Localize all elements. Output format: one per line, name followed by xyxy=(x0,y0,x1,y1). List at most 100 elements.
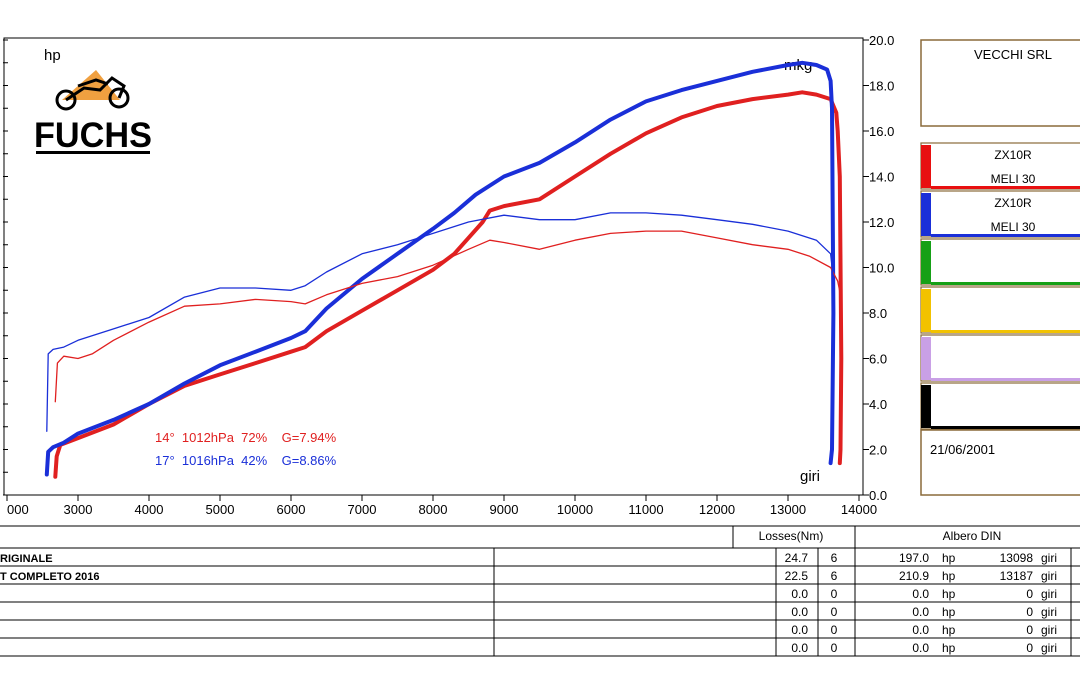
motorcycle-icon xyxy=(55,76,130,111)
legend-swatch-bar xyxy=(931,426,1080,429)
legend-entry-box xyxy=(920,286,1080,334)
row-count: 0 xyxy=(831,587,838,601)
conditions-red: 14° 1012hPa 72% G=7.94% xyxy=(155,430,337,445)
legend-entry-model: ZX10R xyxy=(994,148,1032,162)
row-rpm-unit: giri xyxy=(1041,641,1057,655)
row-rpm-unit: giri xyxy=(1041,623,1057,637)
y-right-tick-label: 0.0 xyxy=(869,488,887,503)
x-tick-label: 10000 xyxy=(557,502,593,517)
row-hp-unit: hp xyxy=(942,641,956,655)
row-hp: 210.9 xyxy=(899,569,929,583)
legend-entry-note: MELI 30 xyxy=(991,172,1036,186)
legend-swatch xyxy=(921,337,931,380)
legend-swatch xyxy=(921,241,931,284)
legend-swatch-bar xyxy=(931,186,1080,189)
legend-date-box xyxy=(920,429,1080,496)
y-right-tick-label: 8.0 xyxy=(869,306,887,321)
legend-swatch-bar xyxy=(931,330,1080,333)
row-rpm-unit: giri xyxy=(1041,569,1057,583)
row-rpm: 0 xyxy=(1026,587,1033,601)
series-power-red xyxy=(53,90,844,479)
legend-swatch xyxy=(921,193,931,236)
row-count: 0 xyxy=(831,623,838,637)
x-axis: 000 3000 4000 5000 6000 7000 8000 9000 10000 1100… xyxy=(6,495,877,517)
row-name: RIGINALE xyxy=(0,553,53,565)
x-tick-label: 12000 xyxy=(699,502,735,517)
x-tick-label: 14000 xyxy=(841,502,877,517)
row-rpm-unit: giri xyxy=(1041,587,1057,601)
row-count: 0 xyxy=(831,641,838,655)
legend-entry-model: ZX10R xyxy=(994,196,1032,210)
legend-entries: ZX10R MELI 30 ZX10R MELI 30 xyxy=(920,142,1080,430)
legend-swatch xyxy=(921,145,931,188)
row-rpm: 0 xyxy=(1026,623,1033,637)
row-count: 6 xyxy=(831,551,838,565)
x-tick-label: 000 xyxy=(7,502,29,517)
fuchs-logo: FUCHS xyxy=(34,70,152,155)
y-right-tick-label: 10.0 xyxy=(869,261,894,276)
series-layer xyxy=(44,60,844,479)
legend-swatch xyxy=(921,289,931,332)
legend-entry-box xyxy=(920,382,1080,430)
y-axis-right: 0.0 2.0 4.0 6.0 8.0 10.0 12.0 14.0 16.0 18.0 20.0 xyxy=(862,33,894,503)
row-hp: 197.0 xyxy=(899,551,929,565)
legend-header-box xyxy=(920,39,1080,127)
legend-entry-note: MELI 30 xyxy=(991,220,1036,234)
row-hp: 0.0 xyxy=(912,605,929,619)
legend-date: 21/06/2001 xyxy=(930,442,995,457)
row-name: T COMPLETO 2016 xyxy=(0,571,99,583)
row-rpm-unit: giri xyxy=(1041,551,1057,565)
legend-swatch-bar xyxy=(931,234,1080,237)
x-tick-label: 13000 xyxy=(770,502,806,517)
row-hp-unit: hp xyxy=(942,605,956,619)
x-label: giri xyxy=(800,468,820,485)
row-hp-unit: hp xyxy=(942,587,956,601)
y-axis-left xyxy=(3,39,8,496)
x-tick-label: 7000 xyxy=(348,502,377,517)
plot-frame xyxy=(3,37,864,496)
x-tick-label: 8000 xyxy=(419,502,448,517)
row-loss: 0.0 xyxy=(791,623,808,637)
legend-entry-box xyxy=(920,334,1080,382)
series-torque-blue xyxy=(46,212,835,432)
row-rpm: 0 xyxy=(1026,605,1033,619)
row-loss: 0.0 xyxy=(791,605,808,619)
row-hp: 0.0 xyxy=(912,641,929,655)
row-loss: 0.0 xyxy=(791,641,808,655)
row-hp: 0.0 xyxy=(912,587,929,601)
y-right-tick-label: 16.0 xyxy=(869,124,894,139)
losses-header: Losses(Nm) xyxy=(759,529,824,543)
y-right-tick-label: 6.0 xyxy=(869,352,887,367)
legend-panel: VECCHI SRL ZX10R MELI 30 ZX10R MELI 30 21/0… xyxy=(920,39,1080,496)
y-label-left: hp xyxy=(44,47,61,64)
row-count: 6 xyxy=(831,569,838,583)
row-count: 0 xyxy=(831,605,838,619)
row-rpm: 13098 xyxy=(1000,551,1034,565)
x-tick-label: 11000 xyxy=(628,502,663,517)
series-torque-red xyxy=(54,230,842,403)
y-right-tick-label: 2.0 xyxy=(869,443,887,458)
row-hp: 0.0 xyxy=(912,623,929,637)
row-hp-unit: hp xyxy=(942,569,956,583)
x-tick-label: 5000 xyxy=(206,502,235,517)
y-right-tick-label: 14.0 xyxy=(869,170,894,185)
albero-header: Albero DIN xyxy=(943,529,1002,543)
y-right-tick-label: 18.0 xyxy=(869,79,894,94)
y-right-tick-label: 12.0 xyxy=(869,215,894,230)
row-loss: 22.5 xyxy=(785,569,809,583)
x-tick-label: 6000 xyxy=(277,502,306,517)
y-right-tick-label: 20.0 xyxy=(869,33,894,48)
x-tick-label: 3000 xyxy=(64,502,93,517)
legend-entry-box xyxy=(920,238,1080,286)
legend-swatch-bar xyxy=(931,378,1080,381)
row-loss: 24.7 xyxy=(785,551,809,565)
x-tick-label: 4000 xyxy=(135,502,164,517)
row-rpm-unit: giri xyxy=(1041,605,1057,619)
y-right-tick-label: 4.0 xyxy=(869,397,887,412)
logo-underline xyxy=(36,151,150,154)
row-rpm: 13187 xyxy=(1000,569,1034,583)
x-tick-label: 9000 xyxy=(490,502,519,517)
conditions-blue: 17° 1016hPa 42% G=8.86% xyxy=(155,453,337,468)
results-table: Losses(Nm) Albero DIN RIGINALE 24.7 6 197.0 hp… xyxy=(0,525,1080,657)
